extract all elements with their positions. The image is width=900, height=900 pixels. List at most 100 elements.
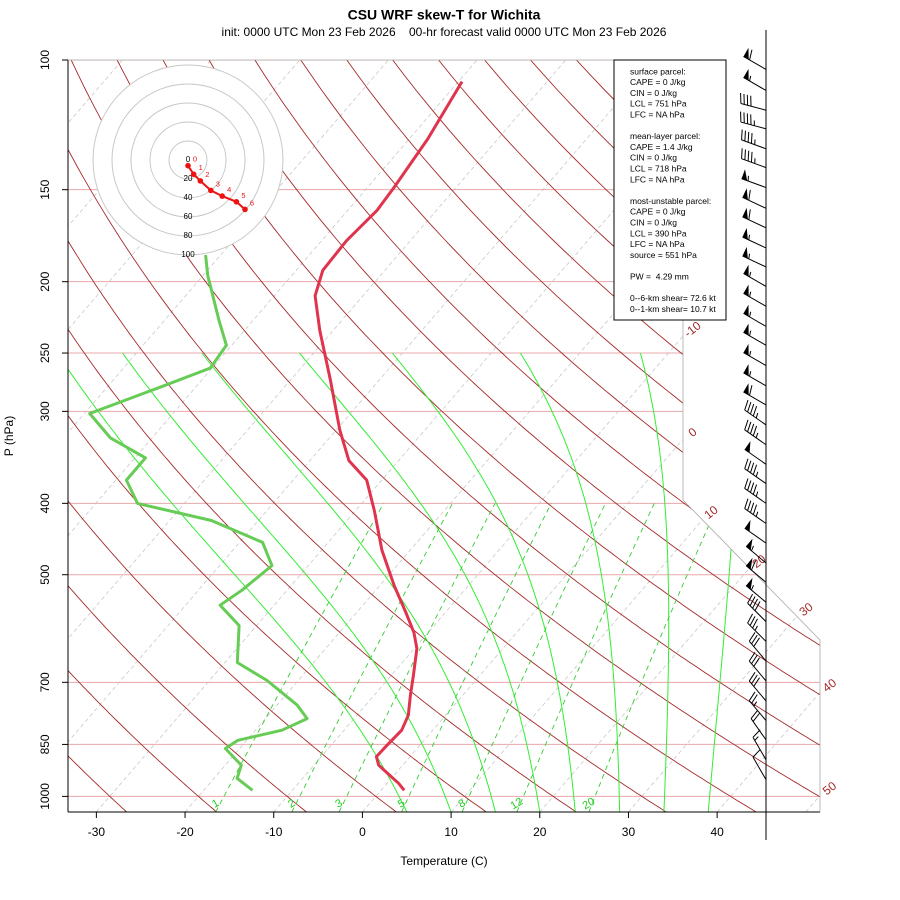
x-tick-label: 0 xyxy=(359,825,366,839)
barb-shaft xyxy=(744,488,767,504)
wind-barb xyxy=(748,672,767,702)
barb-feather xyxy=(748,691,756,701)
barb-feather xyxy=(754,601,761,611)
barb-shaft xyxy=(745,565,767,583)
info-line: 0--6-km shear= 72.6 kt xyxy=(630,293,716,303)
moist-adiabat xyxy=(122,352,452,812)
dry-adiabat xyxy=(68,60,307,812)
mixing-ratio-line xyxy=(401,503,552,812)
barb-feather xyxy=(753,657,760,667)
mixing-ratio-line xyxy=(291,503,453,812)
wind-barb xyxy=(743,323,767,346)
hodograph-ring-label: 40 xyxy=(184,193,193,202)
barb-feather xyxy=(744,458,749,469)
barb-pennant xyxy=(746,538,753,551)
wind-barb xyxy=(743,68,767,91)
barb-feather xyxy=(752,729,761,738)
barb-half-feather xyxy=(755,412,759,419)
barb-shaft xyxy=(745,545,767,564)
barb-shaft xyxy=(743,292,767,307)
barb-half-feather xyxy=(753,701,758,707)
info-line: 0--1-km shear= 10.7 kt xyxy=(630,304,716,314)
hodograph-background xyxy=(93,65,283,255)
barb-feather xyxy=(752,484,758,495)
barb-feather xyxy=(748,652,756,662)
dry-adiabat xyxy=(116,60,820,812)
info-line: CAPE = 1.4 J/kg xyxy=(630,142,693,152)
dry-adiabat xyxy=(68,60,217,812)
barb-shaft xyxy=(745,585,767,603)
hodograph-point-label: 4 xyxy=(227,185,231,194)
barb-half-feather xyxy=(750,585,754,591)
wind-barb xyxy=(742,207,767,229)
x-tick-label: -20 xyxy=(176,825,194,839)
wind-barb xyxy=(742,246,767,268)
info-line: mean-layer parcel: xyxy=(630,131,700,141)
hodograph-point xyxy=(242,206,248,213)
hodograph-ring xyxy=(92,64,284,256)
y-axis-label: P (hPa) xyxy=(2,416,16,456)
barb-feather xyxy=(741,148,743,159)
moist-adiabat xyxy=(519,352,621,812)
barb-feather xyxy=(750,133,753,144)
wind-barb xyxy=(742,227,767,249)
barb-feather xyxy=(748,672,756,682)
barb-shaft xyxy=(742,255,767,268)
barb-feather xyxy=(750,560,757,571)
plot-border xyxy=(68,59,821,812)
hodograph-ring-label: 100 xyxy=(181,250,195,259)
barb-feather xyxy=(747,593,754,604)
mixing-ratio-line xyxy=(338,503,496,812)
barb-pennant xyxy=(746,577,753,590)
info-line: surface parcel: xyxy=(630,66,686,76)
mixing-ratio-label: 8 xyxy=(456,797,467,810)
dry-adiabat xyxy=(68,60,667,812)
moist-adiabat xyxy=(639,352,670,812)
mixing-ratio-label: 20 xyxy=(581,796,598,813)
barb-pennant xyxy=(744,520,751,532)
barb-feather xyxy=(748,209,751,220)
wind-barb xyxy=(745,538,767,564)
info-line: LCL = 718 hPa xyxy=(630,163,687,173)
mixing-ratio-label: 5 xyxy=(396,797,407,810)
barb-pennant xyxy=(742,188,748,200)
barb-feather xyxy=(744,149,746,160)
hodograph-ring-label: 0 xyxy=(186,155,191,164)
x-tick-label: 20 xyxy=(533,825,547,839)
barb-feather xyxy=(747,131,750,143)
barb-feather xyxy=(741,129,743,140)
wind-barb xyxy=(741,129,767,150)
barb-half-feather xyxy=(749,291,752,297)
barb-shaft xyxy=(740,121,767,130)
isotherm xyxy=(68,60,389,812)
info-line: LFC = NA hPa xyxy=(630,239,685,249)
barb-shaft xyxy=(742,236,767,249)
barb-shaft xyxy=(744,429,767,446)
wind-barb xyxy=(741,148,767,169)
hodograph-point-label: 3 xyxy=(216,179,220,188)
info-line: CAPE = 0 J/kg xyxy=(630,207,686,217)
barb-half-feather xyxy=(748,234,751,241)
barb-shaft xyxy=(740,102,767,111)
barb-feather xyxy=(750,151,753,163)
hodograph-ring xyxy=(168,140,208,180)
wind-barb xyxy=(747,593,767,622)
wind-barb xyxy=(743,343,767,367)
barb-pennant xyxy=(743,284,749,297)
barb-shaft xyxy=(743,331,767,346)
wind-barb xyxy=(743,264,767,287)
barb-feather xyxy=(747,613,754,624)
barb-pennant xyxy=(743,323,749,336)
barb-pennant xyxy=(742,246,748,259)
barb-shaft xyxy=(752,737,767,761)
chart-subtitle: init: 0000 UTC Mon 23 Feb 2026 00-hr for… xyxy=(222,25,667,39)
barb-shaft xyxy=(741,158,767,169)
hodograph-point xyxy=(208,187,214,194)
barb-feather xyxy=(752,598,758,609)
barb-pennant xyxy=(742,207,748,220)
isotherm xyxy=(68,60,655,812)
wind-barb xyxy=(744,520,767,544)
barb-shaft xyxy=(748,640,767,662)
dry-adiabat xyxy=(162,60,820,812)
